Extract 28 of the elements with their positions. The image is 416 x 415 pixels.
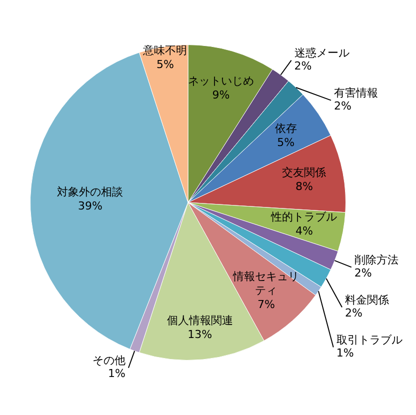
data-label: 7% (258, 298, 275, 312)
data-label: 1% (336, 346, 354, 360)
data-label: 13% (188, 328, 212, 341)
data-label: 2% (334, 100, 352, 113)
slice-label: 依存 (274, 122, 297, 135)
data-label: 5% (277, 136, 295, 149)
data-label: 2% (294, 60, 312, 73)
data-label: 8% (295, 180, 313, 194)
slice-label: 料金関係 (345, 294, 390, 307)
slice-label: 交友関係 (282, 166, 326, 180)
data-label: 2% (354, 266, 372, 280)
slice-label: 個人情報関連 (166, 314, 233, 327)
slice-label: ネットいじめ (188, 74, 254, 88)
slice-label: 迷惑メール (294, 46, 350, 60)
data-label: 2% (345, 306, 362, 320)
slice-label: その他 (92, 354, 126, 368)
slice-label: 情報セキュリティ (232, 270, 300, 298)
data-label: 1% (108, 367, 126, 380)
data-label: 5% (156, 58, 174, 72)
slice-label: 取引トラブル (336, 334, 402, 347)
data-label: 39% (78, 199, 102, 212)
slice-label: 対象外の相談 (57, 185, 124, 198)
slice-label: 有害情報 (334, 86, 378, 100)
slice-label: 削除方法 (354, 254, 398, 267)
data-label: 9% (212, 88, 230, 102)
slice-label: 性的トラブル (270, 210, 338, 224)
data-label: 4% (295, 224, 313, 238)
slice-label: 意味不明 (142, 44, 188, 58)
